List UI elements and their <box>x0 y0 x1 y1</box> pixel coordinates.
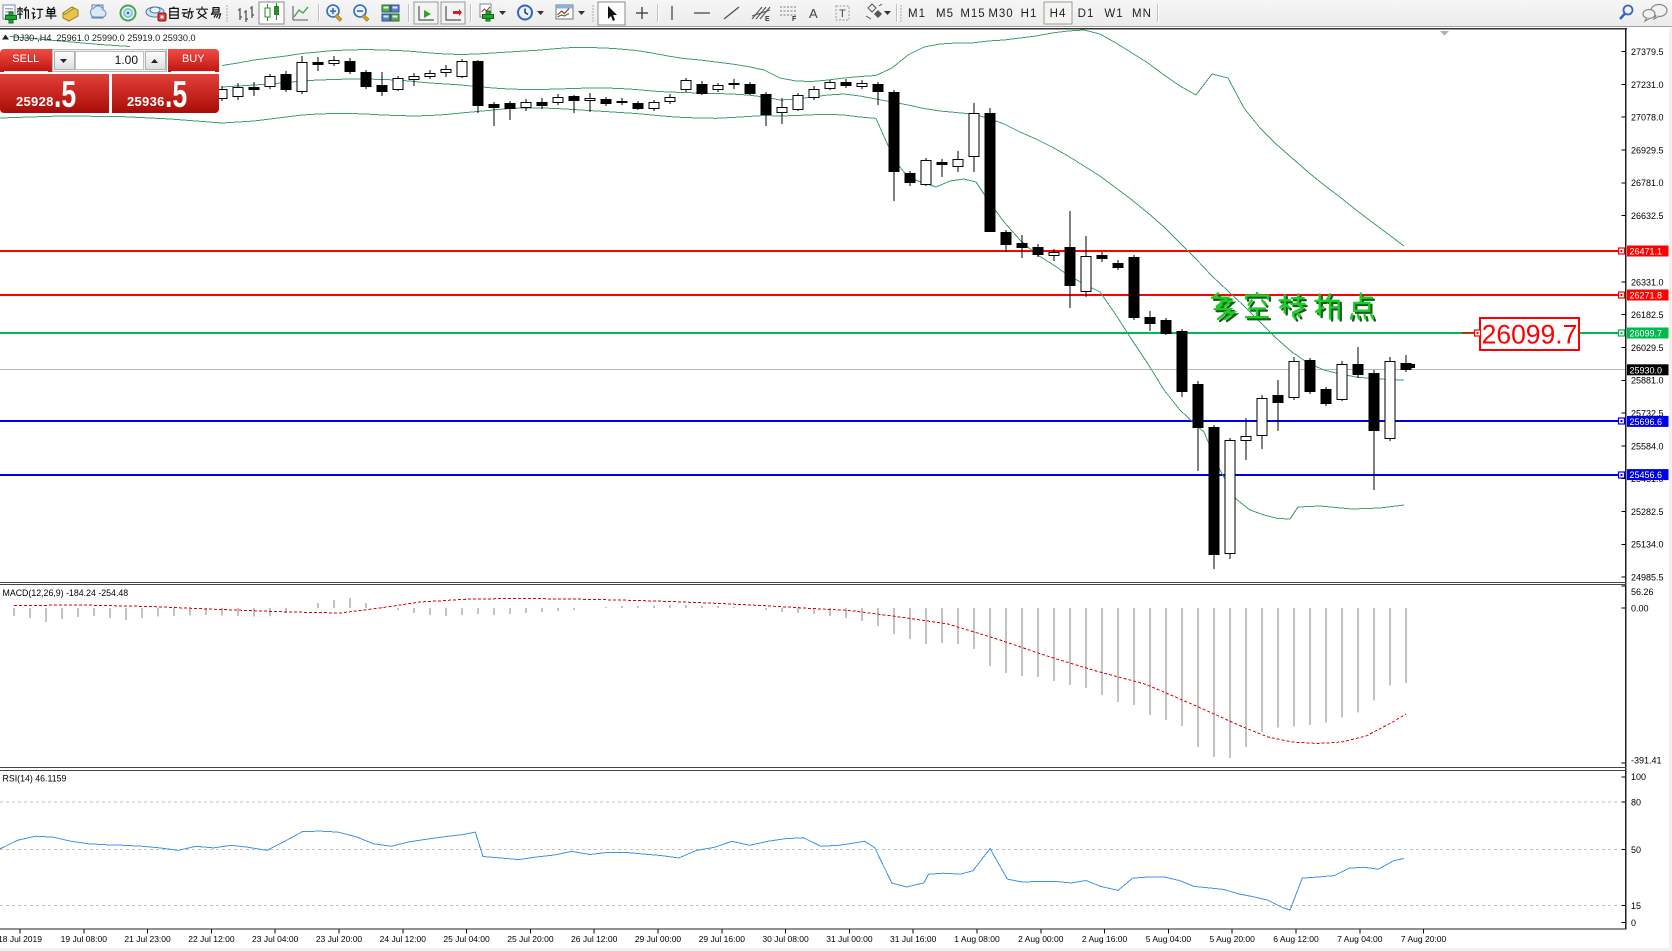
svg-text:26471.1: 26471.1 <box>1630 247 1663 257</box>
svg-text:T: T <box>839 8 846 20</box>
svg-text:A: A <box>809 6 818 21</box>
svg-text:30 Jul 08:00: 30 Jul 08:00 <box>762 934 809 944</box>
svg-text:0.00: 0.00 <box>1631 603 1649 613</box>
svg-text:15: 15 <box>1631 901 1641 911</box>
svg-text:-391.41: -391.41 <box>1631 756 1662 766</box>
svg-text:5 Aug 04:00: 5 Aug 04:00 <box>1146 934 1192 944</box>
svg-text:80: 80 <box>1631 797 1641 807</box>
svg-text:24985.5: 24985.5 <box>1631 573 1664 583</box>
svg-text:W1: W1 <box>1104 8 1123 20</box>
svg-text:M5: M5 <box>936 8 954 20</box>
svg-text:23 Jul 04:00: 23 Jul 04:00 <box>252 934 299 944</box>
svg-text:31 Jul 00:00: 31 Jul 00:00 <box>826 934 873 944</box>
svg-text:27078.0: 27078.0 <box>1631 113 1664 123</box>
svg-text:25696.6: 25696.6 <box>1630 417 1663 427</box>
svg-text:2 Aug 00:00: 2 Aug 00:00 <box>1018 934 1064 944</box>
svg-text:25584.0: 25584.0 <box>1631 441 1664 451</box>
svg-text:26632.5: 26632.5 <box>1631 211 1664 221</box>
svg-text:24 Jul 12:00: 24 Jul 12:00 <box>380 934 427 944</box>
svg-text:25 Jul 20:00: 25 Jul 20:00 <box>507 934 554 944</box>
svg-text:25881.0: 25881.0 <box>1631 376 1664 386</box>
svg-text:H1: H1 <box>1021 8 1038 20</box>
svg-text:DJ30-,H4 25961.0 25990.0 2591: DJ30-,H4 25961.0 25990.0 25919.0 25930.0 <box>13 33 196 43</box>
svg-text:MACD(12,26,9) -184.24 -254.48: MACD(12,26,9) -184.24 -254.48 <box>3 588 129 598</box>
svg-text:100: 100 <box>1631 772 1646 782</box>
svg-text:26182.5: 26182.5 <box>1631 310 1664 320</box>
svg-text:29 Jul 00:00: 29 Jul 00:00 <box>635 934 682 944</box>
svg-text:27379.5: 27379.5 <box>1631 47 1664 57</box>
svg-text:M1: M1 <box>908 8 926 20</box>
svg-text:E: E <box>765 16 770 23</box>
svg-text:D1: D1 <box>1078 8 1095 20</box>
svg-text:50: 50 <box>1631 845 1641 855</box>
svg-text:56.26: 56.26 <box>1631 587 1654 597</box>
svg-text:RSI(14) 46.1159: RSI(14) 46.1159 <box>3 774 67 784</box>
svg-text:23 Jul 20:00: 23 Jul 20:00 <box>316 934 363 944</box>
svg-text:M15: M15 <box>960 8 985 20</box>
svg-text:25456.6: 25456.6 <box>1630 470 1663 480</box>
svg-text:H4: H4 <box>1050 8 1067 20</box>
svg-text:7 Aug 04:00: 7 Aug 04:00 <box>1337 934 1383 944</box>
svg-text:7 Aug 20:00: 7 Aug 20:00 <box>1401 934 1447 944</box>
svg-text:26099.7: 26099.7 <box>1630 329 1663 339</box>
svg-text:26271.8: 26271.8 <box>1630 291 1663 301</box>
svg-text:18 Jul 2019: 18 Jul 2019 <box>0 934 42 944</box>
svg-text:25930.0: 25930.0 <box>1630 365 1663 375</box>
svg-text:31 Jul 16:00: 31 Jul 16:00 <box>890 934 937 944</box>
svg-text:25732.5: 25732.5 <box>1631 409 1664 419</box>
svg-text:25 Jul 04:00: 25 Jul 04:00 <box>443 934 490 944</box>
svg-text:F: F <box>792 16 797 23</box>
svg-text:26929.5: 26929.5 <box>1631 145 1664 155</box>
svg-text:6 Aug 12:00: 6 Aug 12:00 <box>1273 934 1319 944</box>
svg-text:0: 0 <box>1631 918 1636 928</box>
svg-text:26029.5: 26029.5 <box>1631 343 1664 353</box>
svg-text:22 Jul 12:00: 22 Jul 12:00 <box>188 934 235 944</box>
svg-text:25134.0: 25134.0 <box>1631 540 1664 550</box>
svg-text:5 Aug 20:00: 5 Aug 20:00 <box>1210 934 1256 944</box>
svg-text:26099.7: 26099.7 <box>1482 320 1578 350</box>
svg-text:25282.5: 25282.5 <box>1631 507 1664 517</box>
svg-text:29 Jul 16:00: 29 Jul 16:00 <box>699 934 746 944</box>
svg-text:2 Aug 16:00: 2 Aug 16:00 <box>1082 934 1128 944</box>
svg-text:MN: MN <box>1132 8 1152 20</box>
svg-text:26 Jul 12:00: 26 Jul 12:00 <box>571 934 618 944</box>
svg-text:M30: M30 <box>988 8 1013 20</box>
svg-text:26331.0: 26331.0 <box>1631 277 1664 287</box>
svg-text:1 Aug 08:00: 1 Aug 08:00 <box>954 934 1000 944</box>
svg-text:19 Jul 08:00: 19 Jul 08:00 <box>61 934 108 944</box>
svg-text:27231.0: 27231.0 <box>1631 80 1664 90</box>
svg-text:21 Jul 23:00: 21 Jul 23:00 <box>124 934 171 944</box>
svg-text:26781.0: 26781.0 <box>1631 178 1664 188</box>
